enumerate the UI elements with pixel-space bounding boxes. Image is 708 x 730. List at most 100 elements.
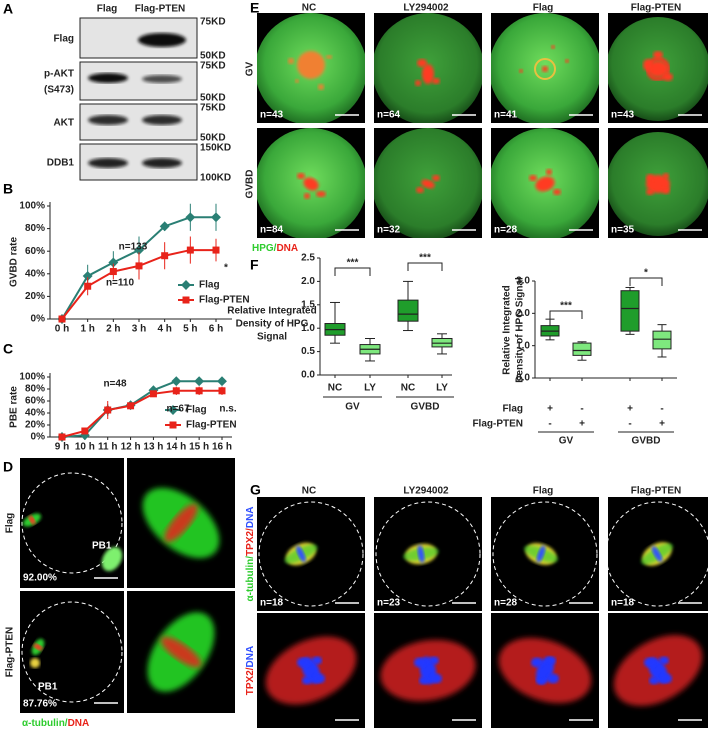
blob <box>303 177 319 191</box>
percent-label: 92.00% <box>23 573 57 584</box>
y-tick-label: 2.0 <box>301 276 315 287</box>
x-tick-label: 16 h <box>212 442 232 453</box>
blob <box>417 59 427 67</box>
blob <box>646 174 654 182</box>
data-point <box>134 245 144 256</box>
row-label: Flag <box>53 34 74 45</box>
y-axis-label: PBE rate <box>9 386 20 428</box>
blot-band <box>88 73 128 83</box>
annotation: n=67 <box>166 404 190 415</box>
x-tick-label: LY <box>364 383 376 394</box>
y-tick-label: 1.0 <box>516 340 530 351</box>
micrograph <box>127 591 235 713</box>
column-label: NC <box>302 3 316 14</box>
annotation: n=48 <box>103 379 127 390</box>
blob <box>297 173 305 179</box>
row-label: GV <box>245 61 256 76</box>
micrograph: n=64 <box>374 13 482 123</box>
blob <box>302 676 312 685</box>
blob <box>663 173 669 179</box>
blob <box>565 59 569 63</box>
oocyte-outline <box>258 501 364 607</box>
y-tick-label: 100% <box>19 372 45 383</box>
legend-marker <box>181 280 191 290</box>
y-tick-label: 100% <box>19 201 45 212</box>
y-tick-label: 1.5 <box>301 299 315 310</box>
blob <box>295 79 299 83</box>
legend-marker <box>182 296 190 304</box>
data-point <box>81 427 89 435</box>
stain-part: α-tubulin/ <box>22 718 68 729</box>
polar-body <box>30 658 40 668</box>
percent-label: 87.76% <box>23 699 57 710</box>
column-label: Flag <box>533 486 554 497</box>
oocyte-outline <box>21 472 123 574</box>
y-tick-label: 80% <box>25 384 45 395</box>
group-label: GV <box>345 402 360 413</box>
n-label: n=43 <box>611 110 635 121</box>
x-tick-label: 13 h <box>143 442 163 453</box>
condition-label: Flag <box>502 404 523 415</box>
pb1-label: PB1 <box>92 541 112 552</box>
x-tick-label: 10 h <box>75 442 95 453</box>
group-label: GV <box>559 436 574 447</box>
condition-sign: + <box>659 419 665 430</box>
data-point <box>211 212 221 223</box>
column-label: Flag-PTEN <box>631 3 682 14</box>
marker-label: 75KD <box>200 17 226 28</box>
micrograph <box>257 613 365 728</box>
n-label: n=18 <box>260 598 284 609</box>
blob <box>536 676 546 685</box>
condition-sign: + <box>547 404 553 415</box>
legend-label: Flag-PTEN <box>199 295 250 306</box>
data-point <box>127 402 135 410</box>
box <box>397 299 419 322</box>
x-tick-label: 4 h <box>157 324 171 335</box>
data-point <box>186 246 194 254</box>
condition-sign: - <box>548 419 551 430</box>
column-label: NC <box>302 486 316 497</box>
n-label: n=41 <box>494 110 518 121</box>
blot-band <box>88 115 128 125</box>
data-point <box>218 387 226 395</box>
dna <box>536 545 546 563</box>
blot-band <box>142 75 182 83</box>
blob <box>414 657 426 668</box>
y-tick-label: 1.0 <box>301 323 315 334</box>
micrograph: n=41 <box>491 13 599 123</box>
dna <box>33 643 43 651</box>
condition-sign: - <box>628 419 631 430</box>
significance-bracket <box>629 277 663 286</box>
y-tick-label: 0% <box>31 314 46 325</box>
data-point <box>185 212 196 223</box>
y-tick-label: 0.5 <box>301 346 315 357</box>
oocyte-outline <box>375 501 481 607</box>
data-point <box>84 282 92 290</box>
annotation: n=133 <box>119 242 148 253</box>
stain-label: α-tubulin/DNA <box>22 718 89 729</box>
condition-sign: + <box>627 404 633 415</box>
y-axis-label: GVBD rate <box>9 237 20 287</box>
stain-part: HPG/ <box>252 243 277 254</box>
y-tick-label: 0.0 <box>516 373 530 384</box>
micrograph <box>608 613 708 728</box>
data-point <box>194 376 205 387</box>
x-tick-label: 5 h <box>183 324 197 335</box>
legend-label: Flag <box>199 280 220 291</box>
blob <box>546 656 556 665</box>
blob <box>419 676 429 685</box>
x-tick-label: 11 h <box>98 442 117 453</box>
legend-label: Flag <box>186 405 207 416</box>
blob <box>646 189 654 195</box>
y-tick-label: 40% <box>25 408 45 419</box>
micrograph: n=43 <box>608 13 708 123</box>
dna <box>296 545 306 563</box>
x-tick-label: 15 h <box>189 442 209 453</box>
panel-label: D <box>3 459 13 475</box>
micrograph <box>374 613 482 728</box>
condition-sign: + <box>579 419 585 430</box>
micrograph: PB1 92.00% <box>20 458 124 588</box>
dna <box>651 546 663 562</box>
